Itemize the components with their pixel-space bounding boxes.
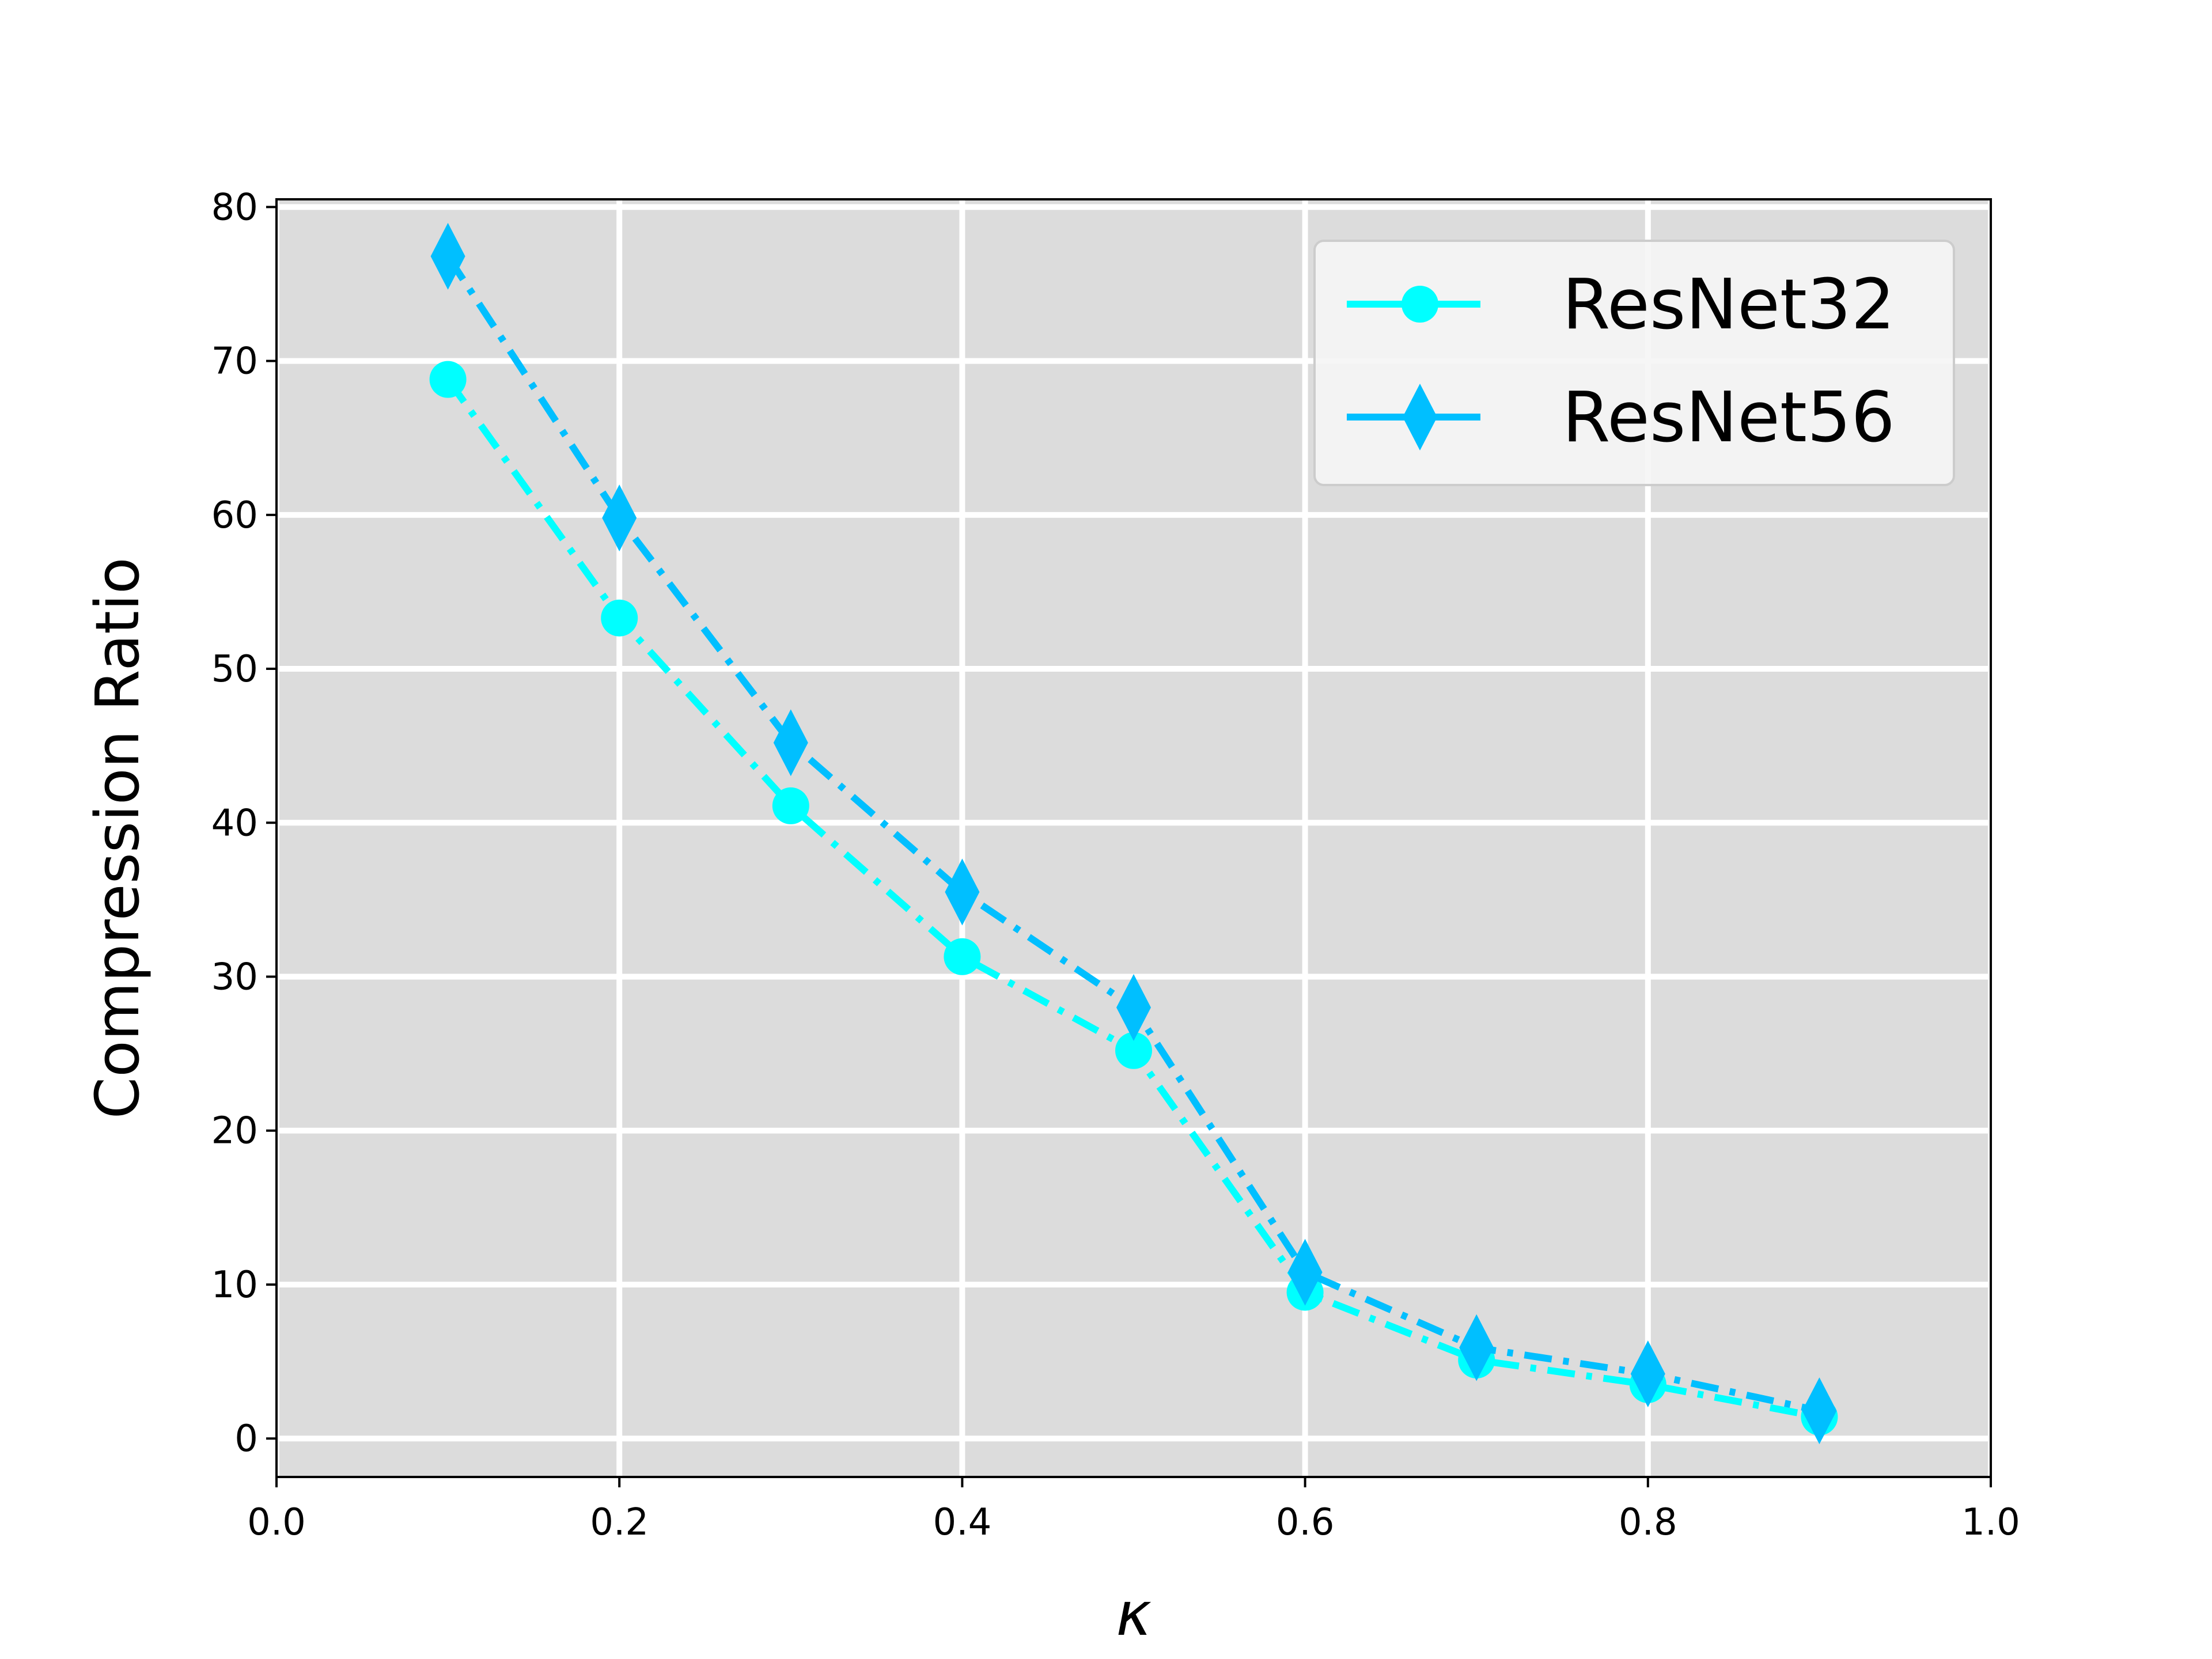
y-tick-label: 50 [211,648,258,691]
x-tick-label: 0.2 [590,1501,649,1544]
data-point [773,709,808,777]
y-tick-label: 10 [211,1264,258,1306]
y-tick-label: 80 [211,186,258,229]
legend-marker [1403,384,1437,450]
y-tick-label: 0 [234,1418,258,1460]
data-point [1459,1314,1494,1381]
x-tick-label: 1.0 [1961,1501,2020,1544]
y-tick-label: 30 [211,956,258,999]
legend-label: ResNet56 [1562,378,1895,458]
series-resnet32 [429,361,1838,1435]
y-tick-label: 70 [211,340,258,383]
data-point [1802,1377,1837,1445]
series-resnet56 [430,222,1837,1445]
y-tick-label: 20 [211,1110,258,1153]
x-tick-label: 0.0 [247,1501,306,1544]
y-tick-label: 60 [211,494,258,537]
plot-frame [275,198,1992,1478]
data-point [1115,1032,1152,1069]
data-point [430,222,465,290]
data-point [1630,1340,1665,1407]
x-axis-label: κ [1116,1579,1151,1649]
legend-item-resnet32: ResNet32 [1347,265,1895,345]
legend-marker [1402,286,1438,323]
data-point [1287,1238,1323,1306]
axis-ticks: 0.0 0.2 0.4 0.6 0.8 1.0 0 10 20 30 40 50 60 70 80 [211,186,2020,1544]
x-tick-label: 0.6 [1276,1501,1335,1544]
data-point [772,787,809,824]
data-point [945,858,980,926]
data-point [602,484,637,552]
data-point [429,361,467,398]
series-layer [429,222,1838,1445]
data-point [1116,974,1151,1041]
x-tick-label: 0.4 [933,1501,992,1544]
legend: ResNet32 ResNet56 [1313,240,1955,486]
data-point [944,938,981,975]
y-axis-label: Compression Ratio [82,558,153,1119]
data-point [601,599,638,637]
x-tick-label: 0.8 [1619,1501,1677,1544]
y-tick-label: 40 [211,802,258,844]
legend-label: ResNet32 [1562,265,1895,345]
legend-item-resnet56: ResNet56 [1347,378,1895,458]
